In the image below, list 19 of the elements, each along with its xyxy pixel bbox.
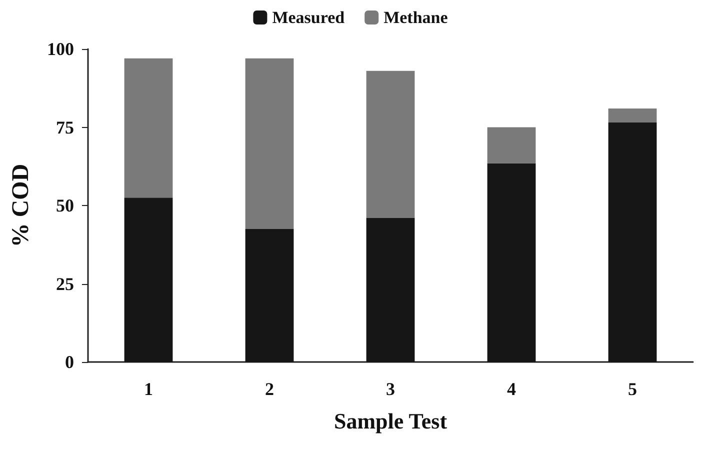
y-axis-title: % COD [8,164,34,248]
bar [366,70,415,218]
bar [608,108,657,123]
y-tick-label: 100 [47,39,74,59]
x-tick-label: 1 [144,379,153,399]
x-tick-label: 3 [386,379,395,399]
y-tick-label: 50 [56,196,74,216]
x-tick-label: 4 [507,379,516,399]
legend-label: Methane [384,8,448,27]
legend-label: Measured [272,8,346,27]
y-tick-label: 75 [56,117,74,138]
y-tick-label: 25 [56,274,74,294]
bar [124,58,173,198]
x-axis-title: Sample Test [334,408,448,434]
bar [245,58,294,229]
x-tick-label: 5 [628,379,637,399]
bar [487,127,536,164]
x-tick-label: 2 [265,379,274,399]
y-tick-label: 0 [65,352,74,372]
